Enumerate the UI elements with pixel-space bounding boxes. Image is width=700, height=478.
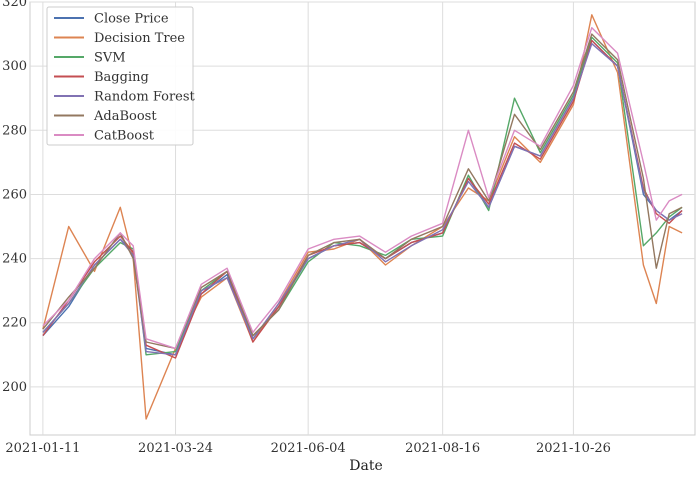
y-tick-label: 200 (2, 380, 27, 395)
y-tick-label: 240 (2, 252, 27, 267)
y-axis: 200 220 240 260 280 300 320 (2, 0, 27, 395)
x-tick-label: 2021-08-16 (405, 441, 480, 456)
x-tick-label: 2021-06-04 (271, 441, 346, 456)
legend-entry: CatBoost (94, 129, 155, 144)
y-tick-label: 300 (2, 59, 27, 74)
x-tick-label: 2021-10-26 (536, 441, 611, 456)
y-tick-label: 220 (2, 316, 27, 331)
x-tick-label: 2021-03-24 (138, 441, 213, 456)
legend-entry: Bagging (94, 70, 149, 85)
x-axis: 2021-01-11 2021-03-24 2021-06-04 2021-08-16… (5, 441, 610, 456)
y-tick-label: 260 (2, 187, 27, 202)
x-tick-label: 2021-01-11 (5, 441, 80, 456)
series-line-decision-tree (42, 14, 683, 420)
x-axis-label: Date (349, 458, 382, 474)
series-line-catboost (42, 27, 683, 350)
legend-entry: AdaBoost (93, 109, 157, 124)
y-tick-label: 280 (2, 123, 27, 138)
legend-entry: SVM (94, 51, 126, 66)
legend-entry: Close Price (94, 12, 169, 27)
series-group (42, 14, 683, 420)
y-tick-label: 320 (2, 0, 27, 10)
legend-entry: Random Forest (94, 90, 196, 105)
legend-box (46, 6, 194, 146)
legend-entry: Decision Tree (94, 31, 185, 46)
legend: Close Price Decision Tree SVM Bagging Random… (46, 6, 196, 146)
series-line-adaboost (42, 33, 683, 350)
